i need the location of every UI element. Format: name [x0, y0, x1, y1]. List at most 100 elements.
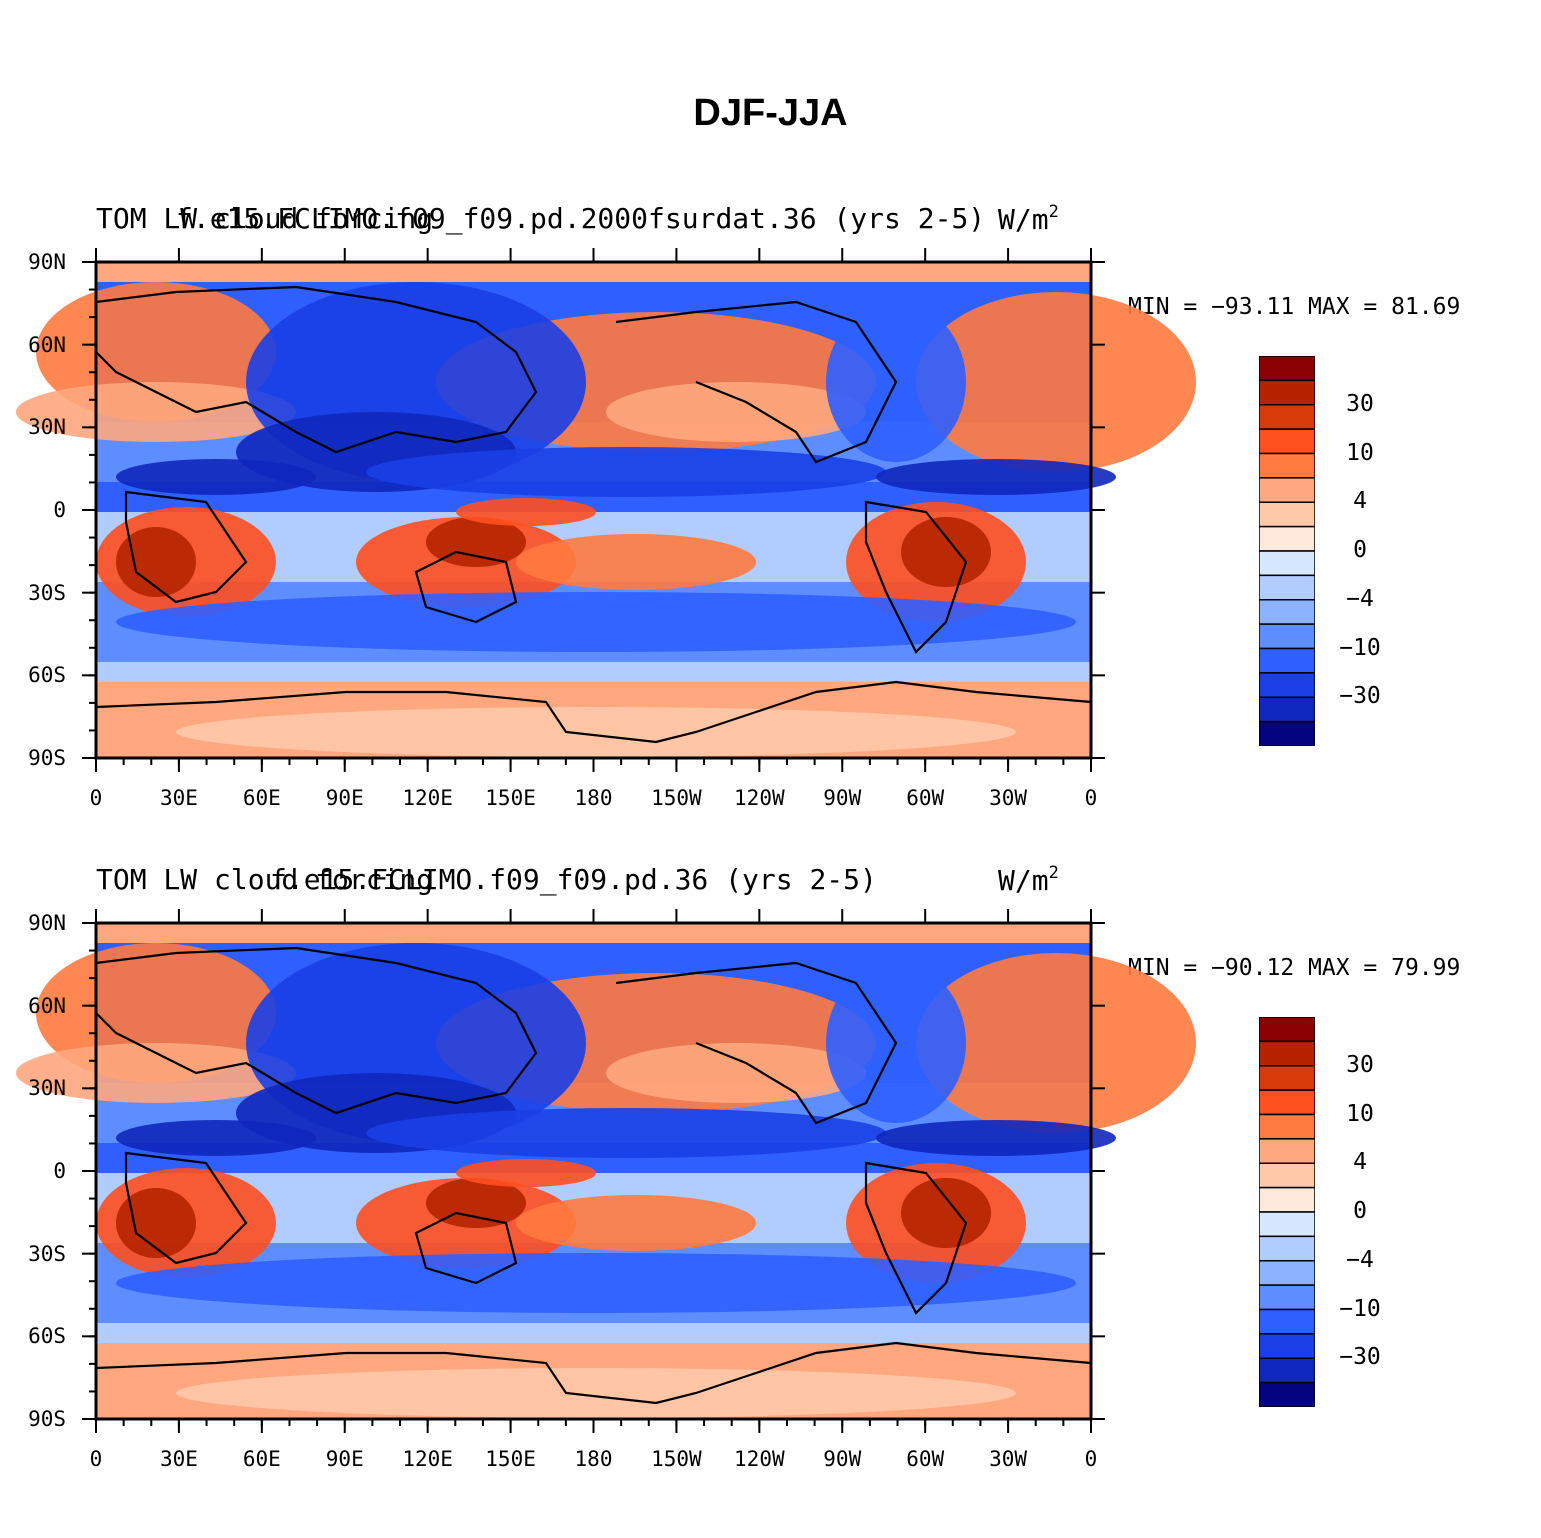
lon-tick-label: 30W [989, 786, 1028, 810]
contour-map [16, 248, 1196, 772]
colorbar-swatch [1258, 1016, 1316, 1043]
axis-ticks [82, 248, 1105, 772]
colorbar-swatch [1258, 525, 1316, 552]
colorbar-swatch [1258, 1162, 1316, 1189]
lat-tick-label: 30N [28, 415, 66, 440]
lon-tick-label: 120W [734, 786, 785, 810]
lon-tick-label: 60W [906, 1447, 945, 1471]
panel-title-case: f.e15.FCLIMO.f09_f09.pd.2000fsurdat.36 (… [176, 202, 986, 235]
colorbar-tick-label: 10 [1346, 1100, 1374, 1127]
colorbar-swatch [1258, 501, 1316, 528]
map-panel-1: TOM LW cloud forcing f.e15.FCLIMO.f09_f0… [0, 190, 1541, 850]
colorbar-tick-label: −10 [1339, 634, 1381, 661]
colorbar-swatch [1258, 599, 1316, 625]
lon-tick-label: 0 [1084, 786, 1098, 810]
panel-title-units: W/m2 [998, 863, 1059, 897]
colorbar-tick-label: 0 [1353, 1198, 1367, 1224]
lon-tick-label: 0 [89, 1447, 103, 1471]
lon-tick-label: 150W [651, 1447, 702, 1471]
panel-title-case: f.e15.FCLIMO.f09_f09.pd.36 (yrs 2-5) [270, 863, 877, 896]
lon-tick-label: 180 [574, 786, 613, 810]
lon-tick-label: 30E [159, 786, 198, 810]
lon-tick-label: 60E [242, 1447, 281, 1471]
lat-tick-label: 60S [28, 1324, 66, 1349]
lon-tick-label: 0 [1084, 1447, 1098, 1471]
field-shading [16, 262, 1196, 758]
lat-tick-label: 30N [28, 1076, 66, 1101]
lon-tick-label: 60W [906, 786, 945, 810]
colorbar-swatch [1258, 355, 1316, 382]
lat-tick-label: 60N [28, 332, 66, 357]
panel-title-variable: TOM LW cloud forcing [96, 863, 434, 896]
colorbar-swatch [1258, 1357, 1316, 1384]
lat-tick-label: 30S [28, 1241, 66, 1266]
colorbar-tick-label: −10 [1339, 1295, 1381, 1322]
colorbar-tick-label: −30 [1339, 683, 1381, 710]
panel-title-units: W/m2 [998, 202, 1059, 236]
colorbar-swatch [1258, 1381, 1316, 1408]
lat-tick-label: 60S [28, 663, 66, 688]
colorbar-swatch [1258, 1138, 1316, 1164]
colorbar-swatch [1258, 623, 1316, 650]
lon-tick-label: 0 [89, 786, 103, 810]
contour-map [16, 909, 1196, 1433]
colorbar-swatch [1258, 1235, 1316, 1262]
colorbar-swatch [1258, 647, 1316, 674]
colorbar-tick-label: 0 [1353, 537, 1367, 563]
map-canvas [16, 909, 1196, 1433]
axis-ticks [82, 909, 1105, 1433]
lat-tick-label: 60N [28, 993, 66, 1018]
colorbar-tick-label: 10 [1346, 439, 1374, 466]
lon-tick-label: 30W [989, 1447, 1028, 1471]
colorbar-swatch [1258, 1040, 1316, 1067]
colorbar-swatch [1258, 1113, 1316, 1140]
lat-tick-label: 30S [28, 580, 66, 605]
colorbar-tick-label: 30 [1346, 390, 1374, 417]
lon-tick-label: 150E [485, 1447, 536, 1471]
lat-tick-label: 90S [28, 1407, 66, 1431]
panel-title-variable: TOM LW cloud forcing [96, 202, 434, 235]
figure-title: DJF-JJA [693, 92, 848, 134]
colorbar-swatch [1258, 672, 1316, 698]
lon-tick-label: 120E [402, 1447, 453, 1471]
colorbar-swatch [1258, 477, 1316, 503]
colorbar [1258, 1016, 1316, 1408]
lon-tick-label: 150E [485, 786, 536, 810]
map-panel-2: TOM LW cloud forcing f.e15.FCLIMO.f09_f0… [0, 851, 1541, 1511]
field-shading [16, 923, 1196, 1419]
colorbar-swatch [1258, 452, 1316, 479]
colorbar-tick-label: −30 [1339, 1344, 1381, 1371]
colorbar-swatch [1258, 1284, 1316, 1311]
colorbar-swatch [1258, 428, 1316, 455]
colorbar-swatch [1258, 574, 1316, 601]
lon-tick-label: 90W [823, 786, 862, 810]
lat-tick-label: 0 [53, 498, 66, 522]
colorbar-tick-label: −4 [1346, 1246, 1374, 1273]
lon-tick-label: 30E [159, 1447, 198, 1471]
lon-tick-label: 120W [734, 1447, 785, 1471]
colorbar-swatch [1258, 1308, 1316, 1335]
min-max-readout: MIN = −90.12 MAX = 79.99 [1128, 955, 1461, 981]
lat-tick-label: 90N [28, 911, 66, 935]
colorbar-swatch [1258, 1260, 1316, 1286]
lon-tick-label: 180 [574, 1447, 613, 1471]
lon-tick-label: 120E [402, 786, 453, 810]
lon-tick-label: 60E [242, 786, 281, 810]
colorbar-svg [1258, 1016, 1316, 1408]
colorbar-tick-label: 4 [1353, 1149, 1367, 1176]
min-max-readout: MIN = −93.11 MAX = 81.69 [1128, 294, 1461, 320]
colorbar-tick-label: −4 [1346, 585, 1374, 612]
lat-tick-label: 0 [53, 1159, 66, 1183]
colorbar-swatch [1258, 1211, 1316, 1238]
colorbar-swatch [1258, 1186, 1316, 1213]
colorbar-swatch [1258, 379, 1316, 406]
colorbar-tick-label: 4 [1353, 488, 1367, 515]
colorbar-swatch [1258, 720, 1316, 747]
coastlines [95, 285, 1092, 744]
lon-tick-label: 90E [325, 1447, 364, 1471]
lat-tick-label: 90N [28, 250, 66, 274]
colorbar-swatch [1258, 550, 1316, 577]
lon-tick-label: 90E [325, 786, 364, 810]
colorbar-tick-label: 30 [1346, 1051, 1374, 1078]
colorbar-svg [1258, 355, 1316, 747]
